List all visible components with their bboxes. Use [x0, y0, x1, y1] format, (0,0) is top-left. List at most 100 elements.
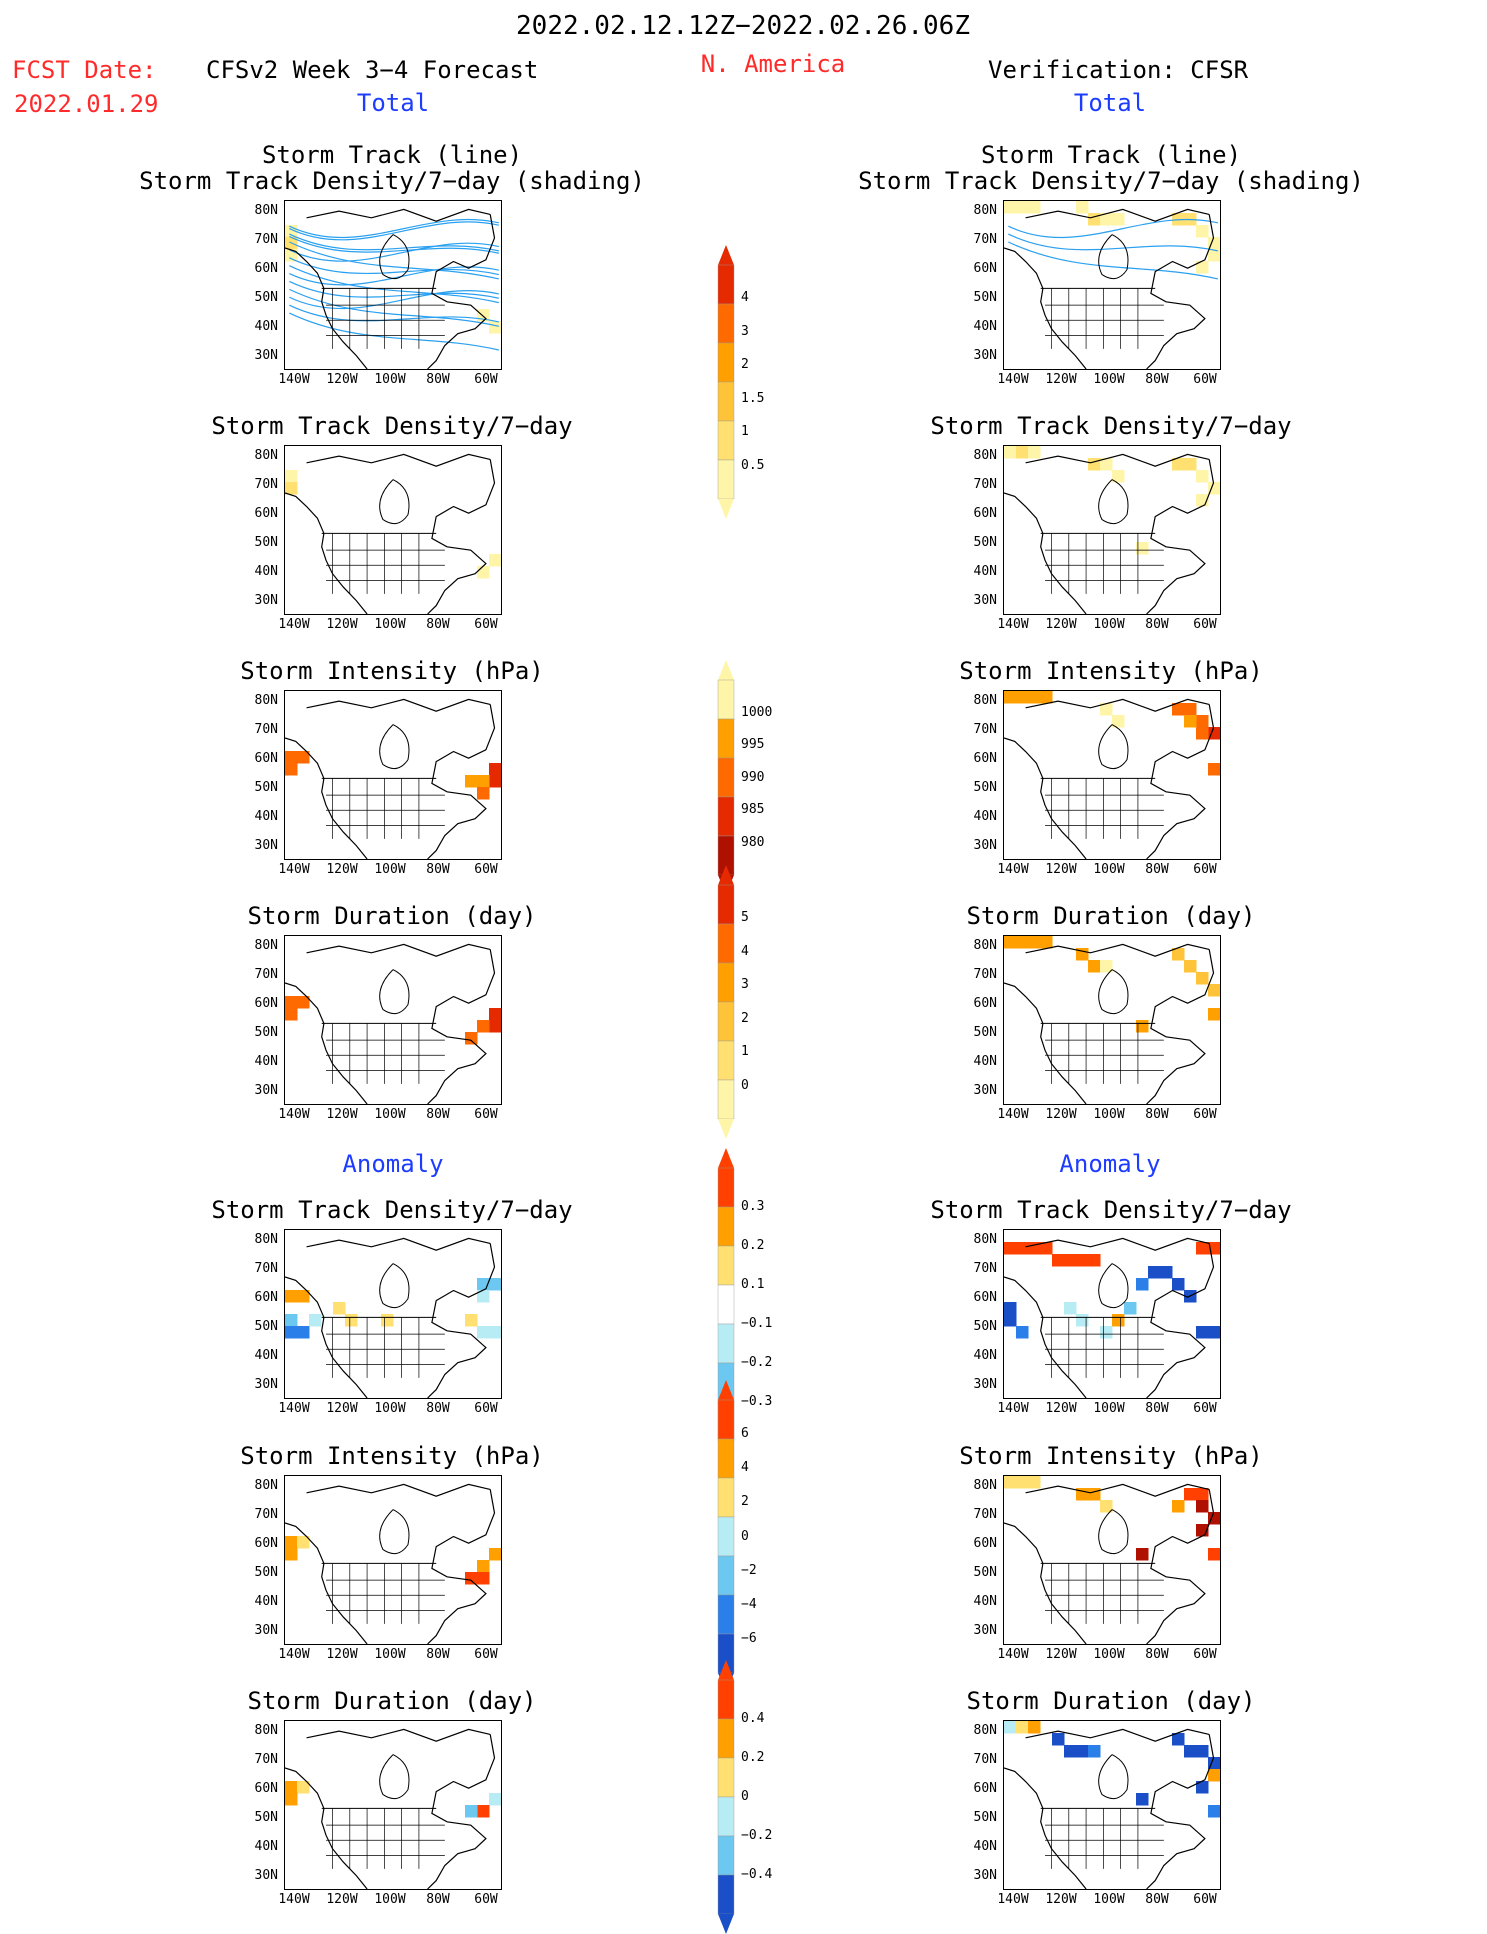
y-tick-label: 50N — [973, 1810, 997, 1825]
x-tick-label: 140W — [997, 617, 1029, 632]
colorbar-arrow-top — [718, 1380, 734, 1400]
y-tick-label: 80N — [973, 1723, 997, 1738]
colorbar-segment — [717, 459, 735, 500]
x-tick-label: 100W — [1093, 1401, 1125, 1416]
hudson-bay — [379, 1263, 410, 1309]
shaded-cell — [465, 1805, 478, 1818]
storm-track-line — [289, 312, 499, 351]
map-panel-cfsr-density-anom — [1003, 1229, 1221, 1399]
map-svg — [1004, 691, 1220, 859]
y-tick-label: 50N — [973, 1565, 997, 1580]
y-tick-label: 40N — [254, 1054, 278, 1069]
colorbar-label: 4 — [741, 943, 749, 959]
y-tick-label: 80N — [973, 693, 997, 708]
colorbar-segment — [717, 1555, 735, 1596]
shaded-cell — [1016, 201, 1029, 214]
total-left-label: Total — [356, 89, 430, 117]
shaded-cell — [1184, 960, 1197, 973]
shaded-cell — [1196, 1781, 1209, 1794]
colorbar-label: −6 — [741, 1630, 757, 1646]
y-tick-label: 50N — [254, 290, 278, 305]
x-tick-label: 120W — [1045, 617, 1077, 632]
shaded-cell — [489, 763, 501, 776]
y-tick-label: 70N — [254, 967, 278, 982]
colorbar-segment — [717, 1679, 735, 1720]
panel-title: Storm Intensity (hPa) — [240, 657, 544, 685]
shaded-cell — [1208, 763, 1220, 776]
panel-title: Storm Duration (day) — [247, 902, 537, 930]
x-tick-label: 120W — [326, 1647, 358, 1662]
map-svg — [285, 1728, 501, 1889]
shaded-cell — [465, 1032, 478, 1045]
coastline — [306, 943, 491, 957]
shaded-cell — [489, 1020, 501, 1033]
colorbar-arrow-top — [718, 865, 734, 885]
map-svg — [1004, 936, 1220, 1104]
storm-track-line — [289, 288, 499, 327]
colorbar-segment — [717, 1594, 735, 1635]
y-tick-label: 70N — [254, 1507, 278, 1522]
shaded-cell — [1076, 1488, 1089, 1501]
colorbar-arrow-top — [718, 1148, 734, 1168]
map-svg — [285, 698, 501, 859]
shaded-cell — [1136, 1548, 1149, 1561]
y-tick-label: 50N — [254, 1025, 278, 1040]
shaded-cell — [1088, 960, 1101, 973]
x-tick-label: 120W — [326, 862, 358, 877]
coastline — [1025, 1728, 1210, 1742]
colorbar-label: 6 — [741, 1426, 749, 1442]
y-tick-label: 30N — [254, 838, 278, 853]
shaded-cell — [1196, 225, 1209, 238]
colorbar-arrow-bottom — [718, 1914, 734, 1934]
y-tick-label: 70N — [973, 1261, 997, 1276]
y-tick-label: 60N — [973, 751, 997, 766]
shaded-cell — [1016, 1721, 1029, 1734]
colorbar-segment — [717, 1079, 735, 1120]
coastline — [1025, 208, 1210, 222]
y-tick-label: 80N — [254, 693, 278, 708]
y-tick-label: 40N — [973, 564, 997, 579]
shaded-cell — [1064, 1254, 1077, 1267]
colorbar-label: 0 — [741, 1528, 749, 1544]
coastline — [285, 1767, 368, 1889]
x-tick-label: 80W — [1145, 1647, 1169, 1662]
shaded-cell — [477, 1560, 490, 1573]
hudson-bay — [379, 234, 410, 280]
hudson-bay — [1098, 724, 1129, 770]
coastline — [427, 214, 496, 369]
shaded-cell — [1076, 1314, 1089, 1327]
hudson-bay — [1098, 1263, 1129, 1309]
panel-title: Storm Track (line) — [261, 141, 523, 169]
colorbar-segment — [717, 1040, 735, 1081]
x-tick-label: 140W — [278, 1107, 310, 1122]
shaded-cell — [1004, 936, 1017, 949]
colorbar-label: −4 — [741, 1596, 757, 1612]
coastline — [1025, 1237, 1210, 1251]
shaded-cell — [1088, 1745, 1101, 1758]
shaded-cell — [489, 554, 501, 567]
y-tick-label: 70N — [973, 1507, 997, 1522]
x-tick-label: 60W — [1193, 1401, 1217, 1416]
x-tick-label: 60W — [1193, 862, 1217, 877]
panel-title: Storm Track Density/7−day — [930, 412, 1292, 440]
x-tick-label: 120W — [326, 372, 358, 387]
storm-track-line — [289, 304, 499, 323]
x-tick-label: 80W — [426, 1892, 450, 1907]
colorbar-segment — [717, 1245, 735, 1286]
shaded-cell — [1184, 1745, 1197, 1758]
colorbar-segment — [717, 923, 735, 964]
colorbar-label: 3 — [741, 977, 749, 993]
y-tick-label: 30N — [973, 1623, 997, 1638]
y-tick-label: 60N — [254, 261, 278, 276]
y-tick-label: 80N — [973, 1232, 997, 1247]
colorbar-density_total — [717, 245, 735, 519]
y-tick-label: 50N — [973, 1319, 997, 1334]
shaded-cell — [1208, 1757, 1220, 1770]
x-tick-label: 120W — [1045, 1107, 1077, 1122]
y-tick-label: 60N — [973, 506, 997, 521]
colorbar-duration_total — [717, 865, 735, 1139]
colorbar-segment — [717, 796, 735, 837]
y-tick-label: 40N — [254, 809, 278, 824]
colorbar-label: 985 — [741, 802, 765, 817]
shaded-cell — [285, 751, 298, 764]
